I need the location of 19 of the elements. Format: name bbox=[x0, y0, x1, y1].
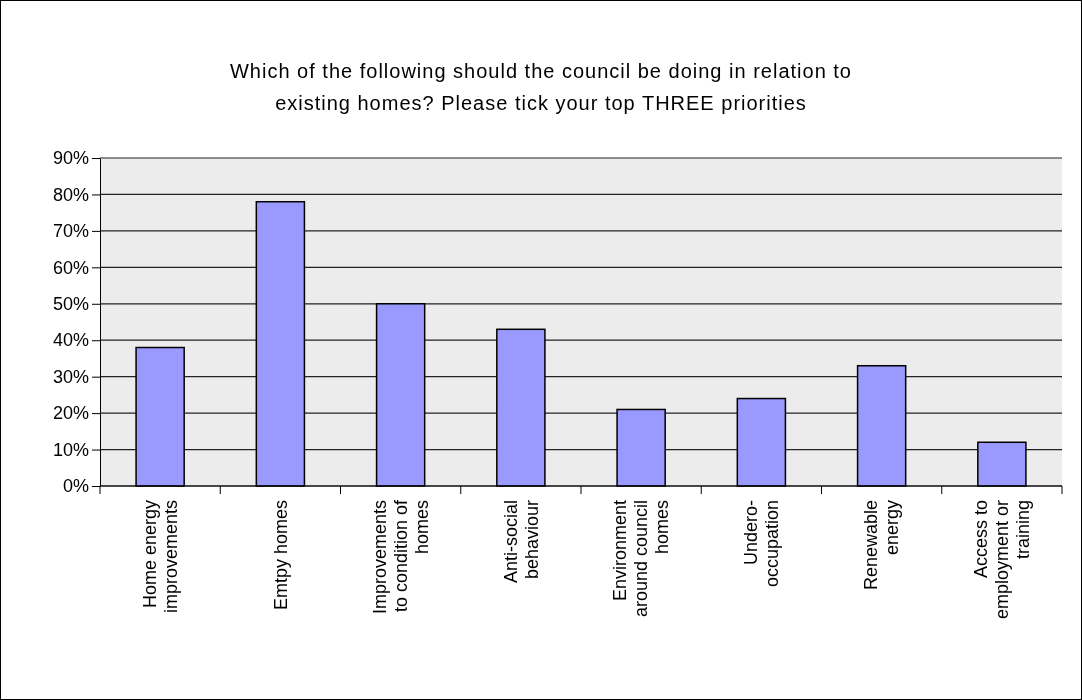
x-tick-label: Renewable energy bbox=[861, 500, 903, 591]
y-tick-label: 50% bbox=[52, 294, 89, 315]
x-tick-label: Undero-occupation bbox=[741, 500, 783, 588]
y-tick-label: 30% bbox=[52, 366, 89, 387]
y-tick-label: 40% bbox=[52, 330, 89, 351]
y-tick-label: 80% bbox=[52, 184, 89, 205]
chart-title: Which of the following should the council be doing in relation to existing homes? Please tick your top THREE priorities bbox=[229, 60, 853, 114]
x-tick-label: Anti-social behaviour bbox=[500, 500, 542, 584]
y-tick-label: 0% bbox=[62, 476, 89, 497]
x-tick-label: Home energy improvements bbox=[139, 500, 181, 614]
x-tick-label: Emtpy homes bbox=[270, 500, 291, 611]
y-tick-label: 20% bbox=[52, 403, 89, 424]
x-tick-label: Environment around council homes bbox=[610, 500, 673, 618]
x-tick-label: Improvements to condition of homes bbox=[369, 499, 432, 615]
y-tick-label: 10% bbox=[52, 439, 89, 460]
y-tick-label: 70% bbox=[52, 221, 89, 242]
x-tick-label: Access to employment or training bbox=[971, 500, 1034, 620]
y-tick-label: 60% bbox=[52, 257, 89, 278]
y-tick-label: 90% bbox=[52, 148, 89, 169]
